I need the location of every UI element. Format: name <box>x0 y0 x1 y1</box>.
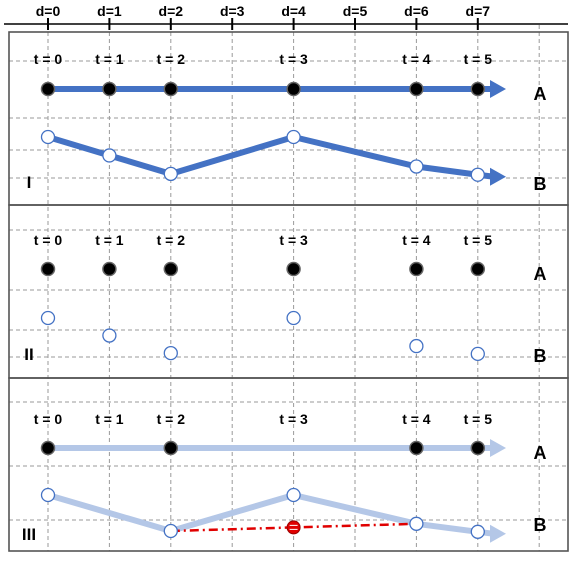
panel-iii <box>40 439 506 543</box>
sequence-b-point <box>409 338 424 354</box>
arrow-head <box>490 80 506 98</box>
time-label: t = 5 <box>464 51 493 67</box>
grid-layer <box>9 25 568 551</box>
label-layer: d=0 d=1 d=2 d=3 d=4 d=5 d=6 d=7 t = 0 t = 1 t = 2 t… <box>22 3 547 544</box>
sequence-b-point <box>40 129 56 145</box>
arrow-head <box>490 439 506 457</box>
axis-tick-label: d=3 <box>220 3 245 19</box>
series-b-label: B <box>534 174 547 194</box>
time-label: t = 4 <box>402 411 431 427</box>
sequence-b-point <box>286 310 301 326</box>
time-label: t = 2 <box>157 232 186 248</box>
sequence-b-point <box>163 345 178 361</box>
sequence-b-point <box>40 310 56 326</box>
time-label: t = 1 <box>95 51 124 67</box>
sequence-b-point <box>286 487 301 503</box>
sequence-b-point <box>163 523 178 539</box>
time-label: t = 1 <box>95 411 124 427</box>
panel-roman-numeral: I <box>27 173 32 192</box>
axis-tick-label: d=6 <box>404 3 429 19</box>
sequence-a-point <box>286 81 301 97</box>
sequence-a-point <box>40 81 56 97</box>
panel-i <box>40 80 506 186</box>
sequence-a-point <box>470 81 486 97</box>
time-label: t = 0 <box>34 51 63 67</box>
sequence-b-point <box>470 167 485 182</box>
sequence-a-point <box>102 81 117 97</box>
sequence-a-point <box>102 261 117 277</box>
sequence-a-point <box>163 261 179 277</box>
panel-roman-numeral: II <box>24 345 33 364</box>
series-b-label: B <box>534 515 547 535</box>
time-label: t = 5 <box>464 411 493 427</box>
sequence-b-point <box>470 524 485 539</box>
time-label: t = 4 <box>402 232 431 248</box>
estimated-point <box>286 520 301 535</box>
panel-frame <box>8 377 569 552</box>
sequence-a-point <box>470 261 486 277</box>
sequence-b-point <box>409 516 424 531</box>
sequence-a-point <box>286 261 301 277</box>
series-a-label: A <box>534 264 547 284</box>
time-label: t = 5 <box>464 232 493 248</box>
sequence-b-point <box>163 166 178 182</box>
axis-tick-label: d=7 <box>466 3 491 19</box>
panel-ii <box>40 261 486 362</box>
series-a-label: A <box>534 84 547 104</box>
time-label: t = 3 <box>279 411 308 427</box>
estimated-point-hatch <box>289 524 298 530</box>
axis-tick-label: d=5 <box>343 3 368 19</box>
sequence-b-point <box>102 148 117 163</box>
sequence-b-point <box>40 487 56 503</box>
axis-tick-label: d=2 <box>159 3 184 19</box>
time-label: t = 2 <box>157 411 186 427</box>
sequence-a-point <box>470 440 486 456</box>
arrow-head <box>490 524 506 543</box>
panel-roman-numeral: III <box>22 525 36 544</box>
sequence-a-point <box>409 440 424 456</box>
sequence-b-point <box>409 159 424 174</box>
sequence-a-point <box>163 440 179 456</box>
sequence-b-point <box>102 328 117 343</box>
time-label: t = 1 <box>95 232 124 248</box>
sequence-a-point <box>163 81 179 97</box>
time-label: t = 3 <box>279 51 308 67</box>
panel-frames <box>4 18 569 552</box>
axis-tick-label: d=1 <box>97 3 122 19</box>
series-a-label: A <box>534 443 547 463</box>
time-label: t = 3 <box>279 232 308 248</box>
sequence-a-point <box>40 440 56 456</box>
sequence-a-point <box>409 261 424 277</box>
sequence-a-point <box>409 81 424 97</box>
sequence-b-point <box>470 346 485 362</box>
axis-tick-label: d=4 <box>281 3 306 19</box>
series-b-label: B <box>534 346 547 366</box>
sequence-a-point <box>40 261 56 277</box>
time-label: t = 2 <box>157 51 186 67</box>
arrow-head <box>490 167 506 186</box>
axis-tick-label: d=0 <box>36 3 61 19</box>
time-label: t = 4 <box>402 51 431 67</box>
panel-content <box>40 80 506 543</box>
sequence-b-point <box>286 129 301 145</box>
time-label: t = 0 <box>34 411 63 427</box>
time-label: t = 0 <box>34 232 63 248</box>
